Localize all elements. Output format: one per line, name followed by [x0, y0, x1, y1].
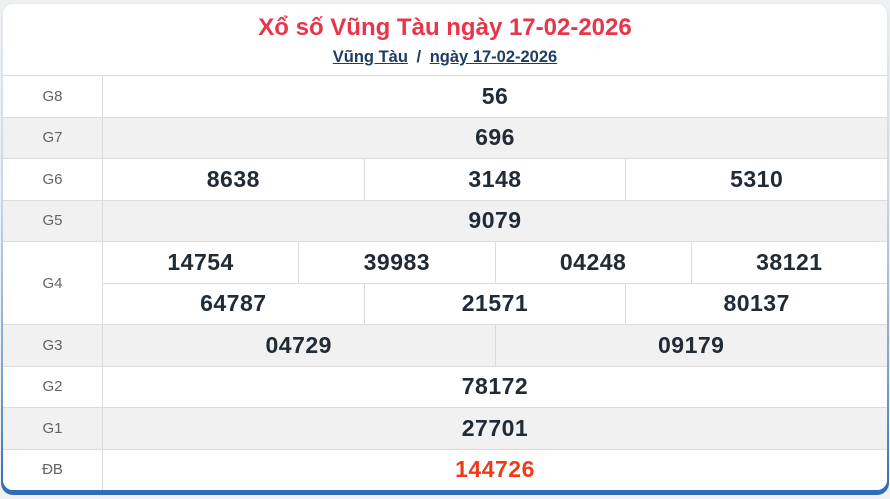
prize-cells-db: 144726 [103, 450, 887, 491]
prize-cells-g7: 696 [103, 118, 887, 159]
prize-row-g6: G6 8638 3148 5310 [3, 158, 887, 200]
breadcrumb-date-link[interactable]: ngày 17-02-2026 [429, 48, 558, 66]
prize-cells-g4-row1: 14754 39983 04248 38121 [103, 242, 887, 284]
prize-cells-g1: 27701 [103, 408, 887, 449]
prize-row-g2: G2 78172 [3, 365, 887, 408]
prize-label-g3: G3 [3, 325, 103, 366]
prize-cells-g4-row2: 64787 21571 80137 [103, 283, 887, 324]
prize-number: 39983 [298, 242, 494, 283]
prize-label-g4: G4 [3, 242, 103, 324]
prize-label-g7: G7 [3, 117, 103, 158]
prize-row-g8: G8 56 [3, 75, 887, 117]
result-card-frame: Xổ số Vũng Tàu ngày 17-02-2026 Vũng Tàu … [1, 3, 889, 495]
prize-label-g5: G5 [3, 200, 103, 241]
prize-number: 21571 [363, 283, 626, 324]
prize-row-g3: G3 04729 09179 [3, 324, 887, 366]
prize-cells-g2: 78172 [103, 367, 887, 408]
prize-number: 38121 [690, 242, 887, 283]
prize-number: 14754 [167, 248, 234, 275]
result-card: Xổ số Vũng Tàu ngày 17-02-2026 Vũng Tàu … [3, 4, 887, 490]
page-title: Xổ số Vũng Tàu ngày 17-02-2026 [258, 14, 632, 41]
prize-label-g6: G6 [3, 159, 103, 200]
prize-number: 78172 [461, 373, 529, 400]
prize-cells-g3: 04729 09179 [103, 325, 887, 366]
prize-table: G8 56 G7 696 G6 8638 3148 5 [3, 75, 887, 490]
prize-number: 8638 [206, 165, 260, 192]
prize-row-g4: G4 14754 39983 04248 38121 64787 21571 8… [3, 241, 887, 324]
prize-cells-g8: 56 [103, 76, 887, 117]
prize-row-g7: G7 696 [3, 116, 887, 159]
prize-number: 3148 [363, 159, 626, 200]
prize-label-db: ĐB [3, 449, 103, 490]
breadcrumb: Vũng Tàu / ngày 17-02-2026 [13, 45, 877, 69]
prize-number: 64787 [200, 290, 267, 317]
prize-label-g2: G2 [3, 366, 103, 407]
prize-number: 09179 [494, 325, 888, 366]
prize-number: 04729 [265, 331, 332, 358]
prize-row-db: ĐB 144726 [3, 448, 887, 491]
prize-cells-g4: 14754 39983 04248 38121 64787 21571 8013… [103, 242, 887, 324]
prize-number: 27701 [461, 414, 529, 441]
prize-number: 56 [481, 82, 509, 109]
prize-number: 9079 [468, 207, 522, 234]
prize-number: 696 [475, 124, 515, 151]
prize-number: 5310 [625, 159, 887, 200]
prize-number: 80137 [625, 283, 887, 324]
special-prize-number: 144726 [455, 456, 535, 483]
prize-row-g1: G1 27701 [3, 407, 887, 449]
breadcrumb-region-link[interactable]: Vũng Tàu [332, 48, 408, 66]
prize-row-g5: G5 9079 [3, 199, 887, 242]
prize-cells-g6: 8638 3148 5310 [103, 159, 887, 200]
prize-label-g8: G8 [3, 76, 103, 117]
prize-number: 04248 [494, 242, 691, 283]
prize-cells-g5: 9079 [103, 201, 887, 242]
card-header: Xổ số Vũng Tàu ngày 17-02-2026 Vũng Tàu … [3, 4, 887, 75]
prize-label-g1: G1 [3, 408, 103, 449]
breadcrumb-separator: / [416, 48, 422, 66]
